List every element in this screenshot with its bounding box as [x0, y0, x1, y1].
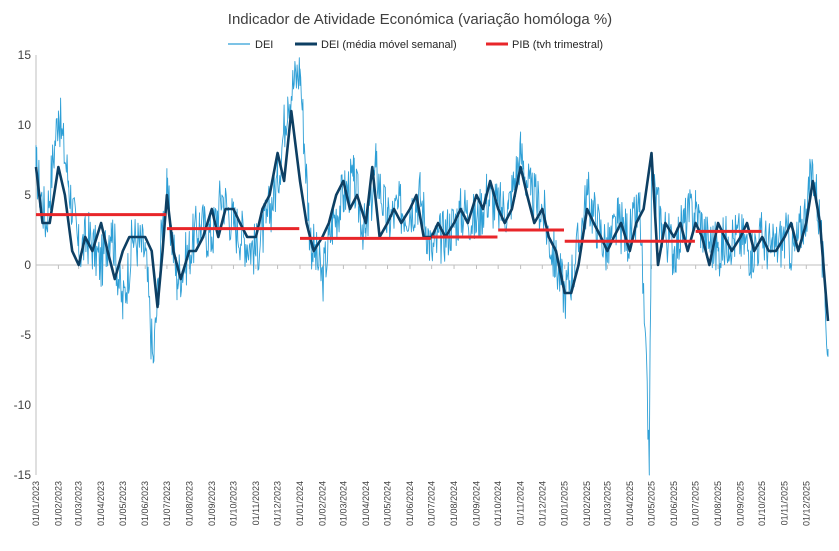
series-layer: [34, 57, 830, 476]
y-tick-label: 10: [18, 118, 32, 132]
x-tick-label: 01/11/2024: [516, 481, 526, 525]
x-tick-label: 01/05/2024: [383, 481, 393, 526]
y-tick-label: -5: [20, 328, 31, 342]
y-tick-label: 15: [18, 48, 32, 62]
x-ticks: 01/01/2023 01/02/2023 01/03/2023 01/04/2023…: [31, 265, 811, 526]
x-tick-label: 01/03/2025: [602, 481, 612, 526]
x-tick-label: 01/02/2024: [317, 481, 327, 526]
y-tick-label: -15: [14, 468, 32, 482]
x-tick-label: 01/01/2025: [560, 481, 570, 526]
x-tick-label: 01/04/2025: [625, 481, 635, 526]
chart-title: Indicador de Atividade Económica (variaç…: [228, 11, 612, 28]
x-tick-label: 01/07/2023: [162, 481, 172, 526]
legend-label-dei: DEI: [255, 39, 273, 51]
x-tick-label: 01/06/2025: [669, 481, 679, 526]
dei-line: [35, 57, 829, 476]
x-tick-label: 01/05/2025: [647, 481, 657, 526]
legend: DEI DEI (média móvel semanal) PIB (tvh t…: [228, 39, 603, 51]
x-tick-label: 01/10/2023: [228, 481, 238, 526]
legend-label-dei-mm: DEI (média móvel semanal): [321, 39, 457, 51]
y-tick-label: -10: [14, 398, 32, 412]
x-tick-label: 01/07/2025: [691, 481, 701, 526]
x-tick-label: 01/01/2024: [295, 481, 305, 526]
x-tick-label: 01/03/2023: [74, 481, 84, 526]
x-tick-label: 01/04/2024: [361, 481, 371, 526]
x-tick-label: 01/12/2025: [801, 481, 811, 526]
x-tick-label: 01/12/2024: [537, 481, 547, 526]
x-tick-label: 01/08/2023: [184, 481, 194, 526]
x-tick-label: 01/06/2023: [140, 481, 150, 526]
y-ticks: 15 10 5 0 -5 -10 -15: [14, 48, 32, 482]
x-tick-label: 01/09/2025: [735, 481, 745, 526]
y-tick-label: 0: [24, 258, 31, 272]
legend-label-pib: PIB (tvh trimestral): [512, 39, 603, 51]
x-tick-label: 01/12/2023: [273, 481, 283, 526]
y-tick-label: 5: [24, 188, 31, 202]
x-tick-label: 01/06/2024: [405, 481, 415, 526]
x-tick-label: 01/07/2024: [427, 481, 437, 526]
x-tick-label: 01/08/2024: [449, 481, 459, 526]
x-tick-label: 01/10/2025: [757, 481, 767, 526]
x-tick-label: 01/03/2024: [338, 481, 348, 526]
x-tick-label: 01/10/2024: [493, 481, 503, 526]
x-tick-label: 01/08/2025: [713, 481, 723, 526]
x-tick-label: 01/09/2023: [207, 481, 217, 526]
x-tick-label: 01/02/2023: [53, 481, 63, 526]
x-tick-label: 01/09/2024: [471, 481, 481, 526]
x-tick-label: 01/04/2023: [96, 481, 106, 526]
x-tick-label: 01/02/2025: [582, 481, 592, 526]
x-tick-label: 01/11/2025: [780, 481, 790, 525]
x-tick-label: 01/01/2023: [31, 481, 41, 526]
x-tick-label: 01/11/2023: [251, 481, 261, 525]
x-tick-label: 01/05/2023: [118, 481, 128, 526]
